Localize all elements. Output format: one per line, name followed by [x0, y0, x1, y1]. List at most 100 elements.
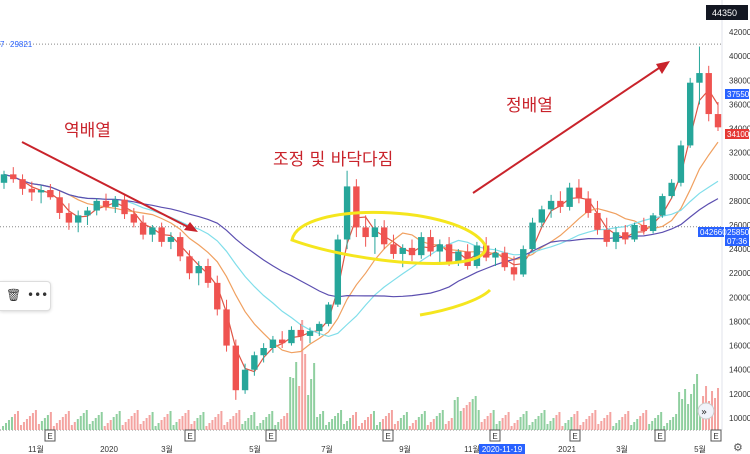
price-box [725, 129, 749, 139]
volume-bar [450, 418, 453, 430]
volume-bar [396, 421, 399, 430]
candle-body [547, 200, 555, 210]
candle-body [668, 182, 675, 197]
y-tick-label: 32000 [729, 149, 750, 158]
volume-bar [244, 421, 247, 430]
volume-bar [277, 422, 280, 430]
volume-bar [151, 412, 154, 430]
volume-bar [250, 415, 253, 430]
header-values: 44350 7 29821 [0, 5, 748, 49]
candle-body [353, 186, 360, 228]
volume-bar [456, 397, 459, 430]
volume-bar [67, 411, 70, 430]
volume-bar [579, 425, 582, 430]
volume-bar [310, 379, 313, 430]
volume-bar [408, 426, 411, 430]
volume-bar [94, 418, 97, 430]
candle-body [232, 345, 240, 391]
volume-bar [241, 424, 244, 430]
volume-bar [654, 418, 657, 430]
volume-bar [334, 416, 337, 430]
y-tick-label: 20000 [729, 293, 750, 302]
volume-bar [363, 420, 366, 430]
more-icon[interactable]: ••• [27, 288, 49, 302]
volume-bar [426, 425, 429, 430]
volume-bar [247, 418, 250, 430]
volume-bar [549, 421, 552, 430]
volume-bar [292, 378, 295, 430]
volume-bar [136, 410, 139, 430]
volume-bar [73, 422, 76, 430]
volume-bar [576, 411, 579, 430]
earnings-marker-icon [710, 429, 722, 442]
candle-body [492, 252, 499, 258]
volume-bar [202, 412, 205, 430]
volume-bar [97, 415, 100, 430]
x-tick-label: 2020 [100, 445, 118, 454]
price-box-label: 07:36 [727, 237, 748, 246]
candle-body [334, 239, 342, 305]
drawing-toolbox[interactable]: 🗑 ••• [0, 281, 51, 311]
volume-bar [696, 374, 699, 430]
volume-bar [402, 415, 405, 430]
y-tick-label: 28000 [729, 197, 750, 206]
y-tick-label: 18000 [729, 317, 750, 326]
candle-body [195, 266, 202, 274]
volume-bar [519, 417, 522, 430]
candle-body [473, 245, 481, 266]
volume-bar [124, 422, 127, 430]
gear-icon[interactable]: ⚙ [733, 441, 743, 454]
y-tick-label: 12000 [729, 390, 750, 399]
volume-bar [543, 410, 546, 430]
volume-bar [558, 412, 561, 430]
candle-body [149, 227, 156, 235]
candle-body [557, 200, 564, 207]
price-box [725, 89, 749, 99]
candle-body [47, 190, 54, 198]
volume-bar [283, 416, 286, 430]
volume-bar [40, 421, 43, 430]
volume-bar [217, 414, 220, 430]
volume-bar [555, 415, 558, 430]
earnings-marker-icon [184, 429, 196, 442]
volume-bar [343, 424, 346, 430]
candle-body [520, 249, 527, 275]
volume-bar [480, 422, 483, 430]
volume-bar [678, 392, 681, 430]
volume-bar [618, 420, 621, 430]
earnings-marker-label: E [47, 432, 52, 441]
y-tick-label: 14000 [729, 366, 750, 375]
volume-bar [361, 423, 363, 430]
selected-date-label: 2020-11-19 [482, 445, 523, 454]
scroll-icon[interactable]: » [697, 402, 715, 420]
volume-bar [477, 410, 480, 430]
candle-body [316, 323, 323, 332]
volume-bar [280, 419, 283, 430]
volume-bar [492, 410, 495, 430]
selected-date-box [479, 444, 525, 454]
volume-bar [235, 413, 238, 430]
candle-body [659, 196, 666, 216]
trash-icon[interactable]: 🗑 [6, 288, 22, 302]
volume-bar [420, 414, 423, 430]
candle-body [214, 282, 221, 310]
candle-body [28, 188, 36, 193]
x-tick-label: 5월 [249, 444, 261, 454]
candle-body [260, 348, 267, 356]
volume-bar [52, 426, 55, 430]
y-tick-label: 22000 [729, 269, 750, 278]
volume-bar [624, 414, 627, 430]
candle-body [603, 229, 610, 242]
volume-bar [573, 414, 576, 430]
candle-body [390, 244, 397, 254]
volume-bar [657, 415, 660, 430]
candle-body [121, 199, 128, 215]
volume-bar [187, 410, 190, 430]
price-box [725, 236, 749, 246]
volume-bar [627, 411, 630, 430]
volume-bar [4, 423, 7, 430]
volume-bar [22, 422, 25, 430]
volume-bar [672, 417, 675, 430]
